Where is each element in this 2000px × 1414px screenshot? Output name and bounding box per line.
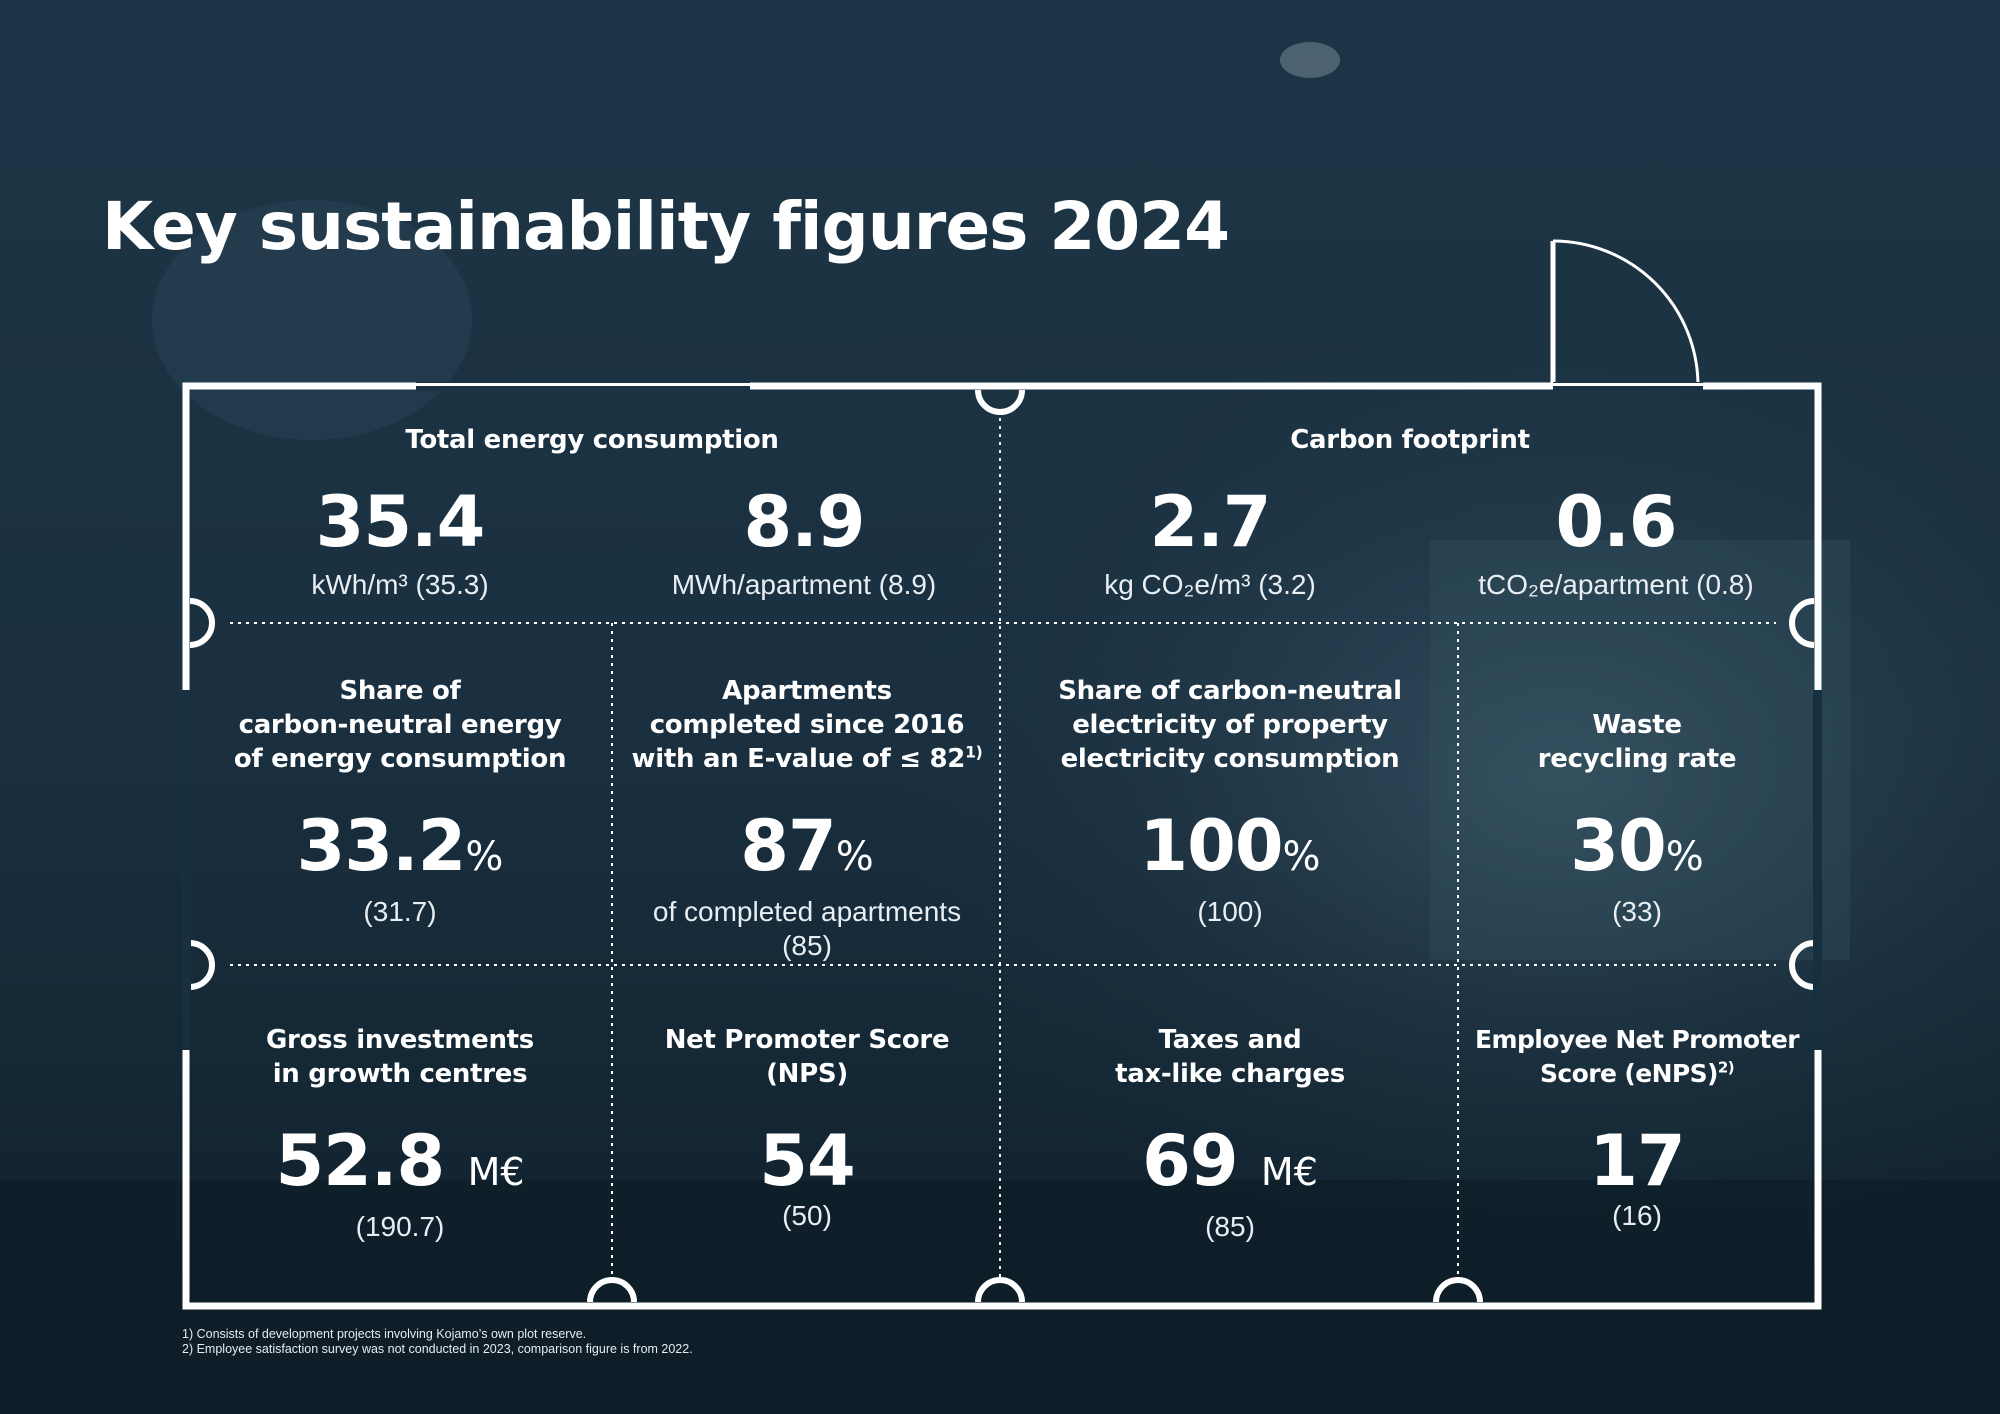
energy-kwh-value: 35.4 <box>315 481 486 563</box>
kpi-comparison: of completed apartments <box>652 896 962 927</box>
kpi-nps: Net Promoter Score (NPS) 54 (50) <box>604 1023 1010 1233</box>
footnote-ref: 2) <box>1717 1058 1735 1077</box>
kpi-carbon-neutral-energy: Share of carbon-neutral energy of energy… <box>200 674 600 929</box>
kpi-value: 69 <box>1142 1120 1238 1202</box>
energy-mwh-unit: MWh/apartment (8.9) <box>671 569 937 600</box>
footnote-2: 2) Employee satisfaction survey was not … <box>182 1342 693 1356</box>
kpi-carbon-neutral-electricity: Share of carbon-neutral electricity of p… <box>1010 674 1450 929</box>
kpi-heading-line: Gross investments <box>266 1025 534 1055</box>
kpi-heading-line: electricity of property <box>1072 710 1388 740</box>
kpi-heading-line: Share of carbon-neutral <box>1058 676 1402 706</box>
kpi-heading-line: with an E-value of ≤ 82 <box>631 744 966 774</box>
kpi-heading-line: Apartments <box>722 676 892 706</box>
kpi-gross-investments: Gross investments in growth centres 52.8… <box>200 1023 600 1244</box>
kpi-enps: Employee Net Promoter Score (eNPS)2) 17 … <box>1462 1023 1812 1233</box>
kpi-comparison: (16) <box>1612 1200 1662 1231</box>
carbon-m3-value: 2.7 <box>1149 481 1271 563</box>
kpi-comparison: (85) <box>1205 1211 1255 1242</box>
kpi-heading-line: (NPS) <box>766 1059 848 1089</box>
kpi-heading-line: tax-like charges <box>1115 1059 1345 1089</box>
kpi-heading-line: electricity consumption <box>1060 744 1400 774</box>
energy-kwh-unit: kWh/m³ (35.3) <box>311 569 489 600</box>
kpi-taxes: Taxes and tax-like charges 69 M€ (85) <box>1010 1023 1450 1244</box>
kpi-unit: % <box>1665 834 1704 880</box>
kpi-heading-line: carbon-neutral energy <box>238 710 562 740</box>
kpi-comparison: (33) <box>1612 896 1662 927</box>
energy-heading: Total energy consumption <box>405 425 779 455</box>
kpi-unit: % <box>835 834 874 880</box>
kpi-unit: M€ <box>467 1150 525 1194</box>
kpi-e-value-apartments: Apartments completed since 2016 with an … <box>604 674 1010 963</box>
page-title: Key sustainability figures 2024 <box>102 188 1230 265</box>
kpi-heading-line: completed since 2016 <box>649 710 965 740</box>
kpi-value: 87 <box>740 805 836 887</box>
kpi-value: 100 <box>1139 805 1283 887</box>
carbon-apartment-unit: tCO₂e/apartment (0.8) <box>1478 569 1754 600</box>
kpi-heading-line: Waste <box>1592 710 1682 740</box>
footnote-ref: 1) <box>965 743 983 762</box>
kpi-unit: % <box>1282 834 1321 880</box>
kpi-heading-line: of energy consumption <box>233 744 567 774</box>
carbon-heading: Carbon footprint <box>1290 425 1530 455</box>
kpi-heading-line: Taxes and <box>1158 1025 1302 1055</box>
kpi-heading-line: recycling rate <box>1537 744 1737 774</box>
carbon-m3-unit: kg CO₂e/m³ (3.2) <box>1104 569 1316 600</box>
energy-mwh-value: 8.9 <box>743 481 865 563</box>
kpi-comparison: (85) <box>782 930 832 961</box>
kpi-heading-line: Score (eNPS) <box>1540 1059 1718 1088</box>
carbon-apartment-value: 0.6 <box>1555 481 1677 563</box>
kpi-heading-line: Share of <box>339 676 461 706</box>
footnote-1: 1) Consists of development projects invo… <box>182 1327 587 1341</box>
kpi-waste-recycling: Waste recycling rate 30% (33) <box>1462 708 1812 929</box>
kpi-comparison: (31.7) <box>363 896 437 927</box>
kpi-value: 54 <box>759 1120 855 1202</box>
kpi-value: 30 <box>1570 805 1666 887</box>
kpi-comparison: (190.7) <box>355 1211 445 1242</box>
kpi-heading-line: Employee Net Promoter <box>1475 1025 1800 1054</box>
kpi-heading-line: Net Promoter Score <box>664 1025 950 1055</box>
kpi-comparison: (100) <box>1197 896 1263 927</box>
kpi-comparison: (50) <box>782 1200 832 1231</box>
kpi-heading-line: in growth centres <box>272 1059 528 1089</box>
kpi-unit: % <box>465 834 504 880</box>
kpi-value: 33.2 <box>296 805 467 887</box>
kpi-value: 17 <box>1589 1120 1685 1202</box>
kpi-unit: M€ <box>1260 1150 1318 1194</box>
kpi-value: 52.8 <box>275 1120 445 1202</box>
